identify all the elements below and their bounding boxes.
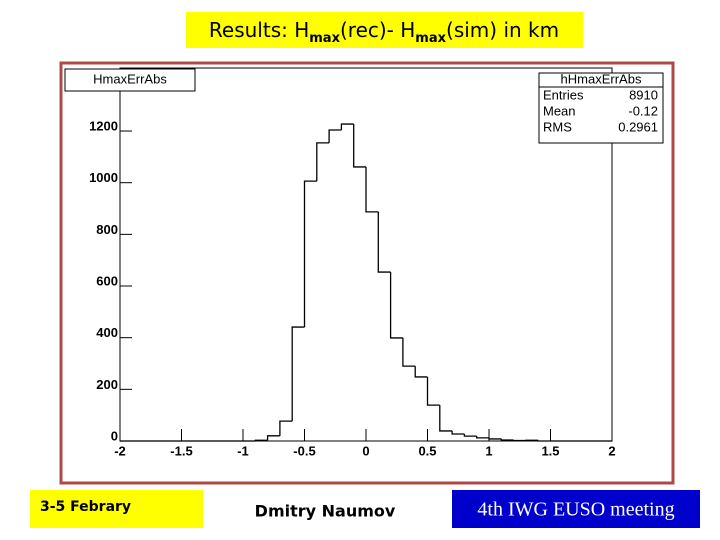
- plot: 0 200 400 600 800 1000 1200 -2 -1.5 -1 -0.5 0 0.5 1 1.…: [89, 118, 616, 458]
- stats-value: -0.12: [628, 103, 658, 118]
- chart-title: Results: Hmax(rec)- Hmax(sim) in km: [209, 18, 559, 47]
- histogram-bin: [500, 438, 514, 441]
- y-tick-label: 800: [96, 222, 118, 237]
- histogram-bin: [291, 326, 305, 422]
- histogram-bin: [353, 124, 366, 168]
- histogram-bin: [340, 123, 354, 130]
- histogram-bin: [303, 180, 317, 328]
- histogram-bin: [316, 142, 330, 182]
- stats-label: Entries: [543, 87, 584, 102]
- y-tick-label: 1200: [89, 118, 118, 133]
- title-subscript: max: [309, 31, 340, 46]
- stats-title: hHmaxErrAbs: [561, 71, 642, 86]
- histogram-bin: [279, 420, 293, 436]
- date-box: [30, 490, 203, 528]
- histogram-bin: [537, 440, 551, 442]
- title-subscript: max: [415, 31, 446, 46]
- stats-rows: Entries 8910 Mean -0.12 RMS 0.2961: [543, 87, 658, 134]
- histogram-bin: [451, 430, 465, 435]
- title-part: Results: H: [209, 18, 309, 42]
- title-part: (rec)- H: [340, 18, 415, 42]
- title-box: [186, 12, 583, 48]
- stats-label: Mean: [543, 103, 576, 118]
- histogram-bin: [254, 439, 268, 441]
- histogram-bin: [377, 211, 391, 273]
- x-tick-label: 0.5: [418, 443, 436, 458]
- histogram-bin: [488, 437, 502, 440]
- meeting: 4th IWG EUSO meeting: [477, 499, 674, 521]
- histogram-bin: [266, 435, 280, 441]
- x-tick-label: -1: [237, 443, 249, 458]
- x-tick-label: 1: [485, 443, 492, 458]
- x-tick-label: 0: [362, 443, 369, 458]
- x-tick-label: -0.5: [293, 443, 315, 458]
- histogram-bin: [365, 166, 379, 213]
- histogram-bin: [512, 439, 526, 442]
- histogram-bin: [426, 376, 440, 406]
- stats-label: RMS: [543, 119, 572, 134]
- histogram-bin: [414, 366, 428, 378]
- hist-name-box: [64, 68, 196, 92]
- date: 3-5 Febrary: [40, 499, 131, 515]
- y-tick-label: 0: [111, 428, 118, 443]
- histogram-bin: [389, 272, 403, 339]
- y-tick-label: 600: [96, 273, 118, 288]
- y-tick-label: 200: [96, 377, 118, 392]
- x-tick-label: -1.5: [170, 443, 192, 458]
- x-tick-label: 1.5: [541, 443, 559, 458]
- x-tick-label: 2: [608, 443, 615, 458]
- y-tick-label: 400: [96, 325, 118, 340]
- histogram-bin: [328, 129, 342, 143]
- title-part: (sim) in km: [446, 18, 559, 42]
- hist-name: HmaxErrAbs: [93, 71, 167, 86]
- meeting-box: [452, 490, 700, 528]
- stats-box: [538, 72, 664, 144]
- y-tick-label: 1000: [89, 170, 118, 185]
- stats-value: 8910: [629, 87, 658, 102]
- author: Dmitry Naumov: [255, 502, 396, 521]
- histogram-bin: [463, 434, 477, 437]
- stats-value: 0.2961: [618, 119, 658, 134]
- x-tick-label: -2: [114, 443, 126, 458]
- histogram-bin: [476, 436, 489, 439]
- histogram-bin: [402, 337, 416, 367]
- histogram-bin: [439, 405, 453, 432]
